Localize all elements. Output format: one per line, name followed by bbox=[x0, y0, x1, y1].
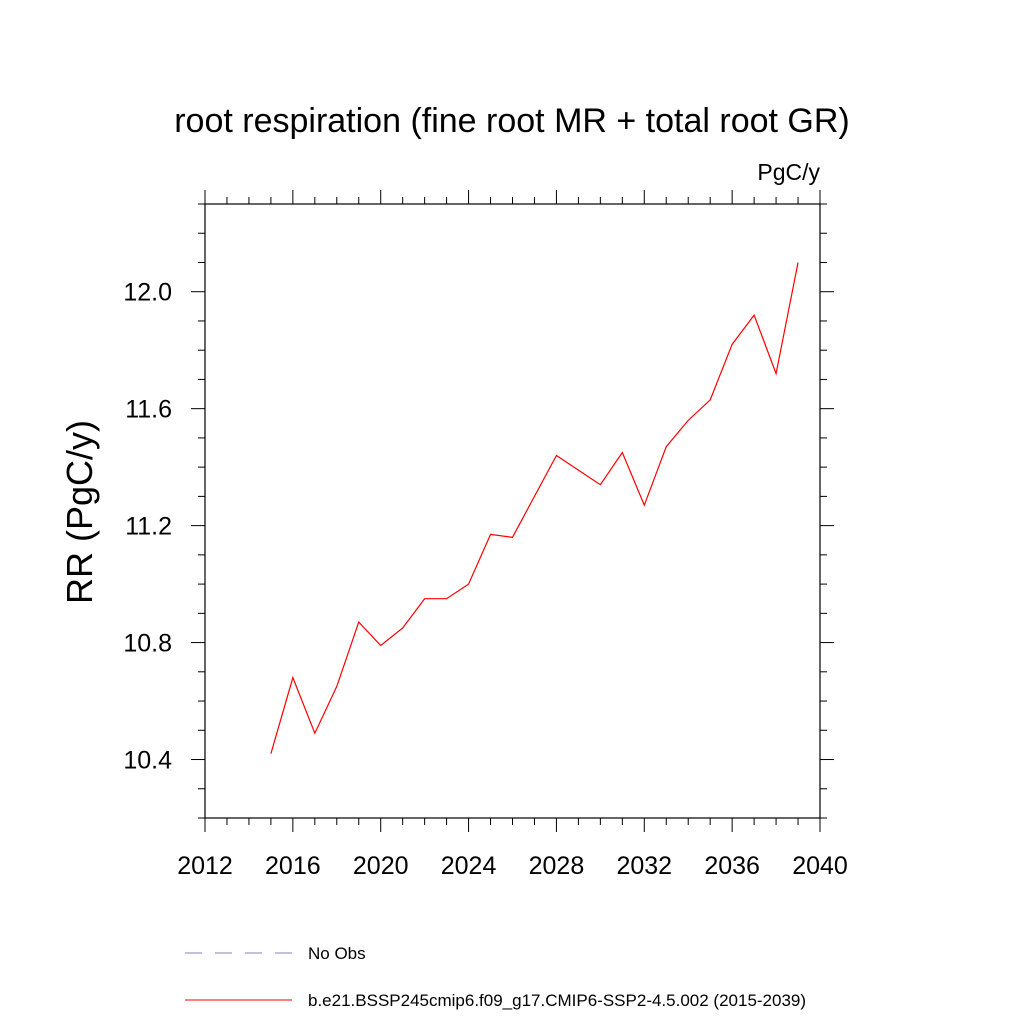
chart-title: root respiration (fine root MR + total r… bbox=[174, 102, 850, 140]
series-layer bbox=[270, 262, 799, 754]
y-tick-label: 11.6 bbox=[125, 396, 172, 424]
plot-frame bbox=[204, 203, 821, 819]
x-tick-label: 2016 bbox=[265, 852, 321, 880]
y-tick-label: 12.0 bbox=[123, 279, 172, 307]
x-tick-label: 2032 bbox=[616, 852, 672, 880]
x-tick-label: 2036 bbox=[704, 852, 760, 880]
y-tick-label: 10.8 bbox=[123, 630, 172, 658]
legend-label-1: b.e21.BSSP245cmip6.f09_g17.CMIP6-SSP2-4.… bbox=[308, 991, 806, 1010]
x-tick-label: 2024 bbox=[441, 852, 497, 880]
legend-label-0: No Obs bbox=[308, 944, 366, 963]
tick-labels: 2012 2016 2020 2024 2028 2032 2036 2040 10.4 10.8… bbox=[123, 279, 847, 880]
x-tick-label: 2020 bbox=[353, 852, 409, 880]
x-tick-label: 2028 bbox=[529, 852, 585, 880]
y-axis-label: RR (PgC/y) bbox=[59, 420, 100, 604]
x-tick-label: 2040 bbox=[792, 852, 848, 880]
units-label: PgC/y bbox=[757, 159, 820, 185]
y-tick-label: 11.2 bbox=[125, 513, 172, 541]
x-tick-label: 2012 bbox=[177, 852, 233, 880]
series-line-0 bbox=[270, 262, 799, 754]
axis-ticks bbox=[191, 190, 834, 832]
legend: No Obs b.e21.BSSP245cmip6.f09_g17.CMIP6-S… bbox=[185, 944, 806, 1010]
y-tick-label: 10.4 bbox=[123, 747, 172, 775]
